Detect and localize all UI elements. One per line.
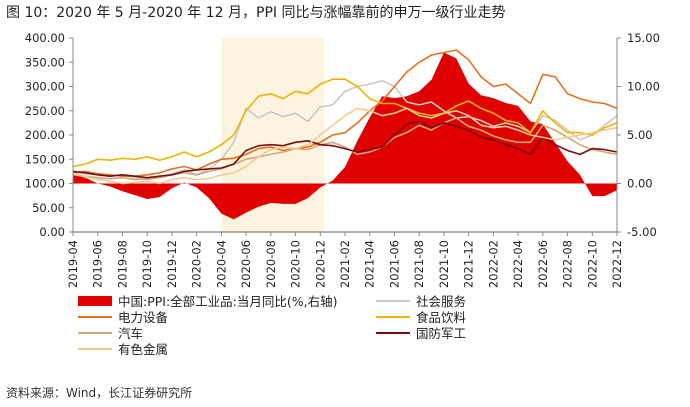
x-tick-label: 2022-10 bbox=[585, 240, 599, 288]
series-line-有色金属 bbox=[72, 107, 618, 185]
legend-swatch bbox=[78, 296, 112, 306]
x-tick-label: 2021-12 bbox=[462, 240, 476, 288]
x-tick-label: 2022-04 bbox=[511, 240, 525, 288]
series-line-国防军工 bbox=[72, 120, 618, 179]
x-tick-label: 2020-06 bbox=[239, 240, 253, 288]
chart: 0.00 50.00 100.00 150.00 200.00 250.00 300.00 3… bbox=[25, 31, 660, 357]
legend-label: 汽车 bbox=[118, 326, 143, 341]
legend-label: 中国:PPI:全部工业品:当月同比(%,右轴) bbox=[118, 294, 338, 309]
y-right-tick-label: -5.00 bbox=[627, 225, 657, 239]
y-right-tick-label: 5.00 bbox=[627, 128, 653, 142]
x-tick-label: 2019-06 bbox=[91, 240, 105, 288]
series-line-汽车 bbox=[72, 117, 618, 181]
legend-label: 食品饮料 bbox=[416, 310, 467, 325]
x-tick-label: 2021-04 bbox=[363, 240, 377, 288]
y-left-tick-label: 50.00 bbox=[32, 201, 65, 215]
y-left-tick-label: 400.00 bbox=[25, 31, 65, 45]
y-right-tick-label: 0.00 bbox=[627, 177, 653, 191]
x-tick-label: 2020-12 bbox=[313, 240, 327, 288]
x-tick-label: 2022-12 bbox=[610, 240, 624, 288]
y-right-tick-label: 10.00 bbox=[627, 80, 660, 94]
legend-label: 电力设备 bbox=[118, 310, 169, 325]
y-left-tick-label: 350.00 bbox=[25, 55, 65, 69]
x-tick-label: 2020-10 bbox=[289, 240, 303, 288]
x-tick-label: 2022-06 bbox=[536, 240, 550, 288]
x-tick-label: 2022-02 bbox=[486, 240, 500, 288]
y-left-tick-label: 300.00 bbox=[25, 80, 65, 94]
x-tick-label: 2020-08 bbox=[264, 240, 278, 288]
legend-label: 国防军工 bbox=[416, 326, 466, 341]
x-tick-label: 2019-10 bbox=[140, 240, 154, 288]
series-lines-layer bbox=[72, 49, 618, 185]
y-left-tick-label: 0.00 bbox=[39, 225, 65, 239]
y-right-tick-label: 15.00 bbox=[627, 31, 660, 45]
y-left-tick-label: 100.00 bbox=[25, 177, 65, 191]
ppi-area-layer bbox=[73, 52, 617, 220]
x-tick-label: 2020-04 bbox=[214, 240, 228, 288]
x-tick-label: 2022-08 bbox=[561, 240, 575, 288]
ppi-area bbox=[73, 52, 617, 220]
x-tick-label: 2019-04 bbox=[66, 240, 80, 288]
y-left-tick-label: 250.00 bbox=[25, 104, 65, 118]
x-tick-label: 2019-08 bbox=[115, 240, 129, 288]
series-line-食品饮料 bbox=[72, 78, 618, 168]
x-tick-label: 2021-02 bbox=[338, 240, 352, 288]
x-tick-label: 2021-08 bbox=[412, 240, 426, 288]
legend-label: 社会服务 bbox=[416, 294, 466, 309]
y-left-tick-label: 200.00 bbox=[25, 128, 65, 142]
y-left-tick-label: 150.00 bbox=[25, 152, 65, 166]
x-tick-label: 2020-02 bbox=[190, 240, 204, 288]
source-note: 资料来源：Wind，长江证券研究所 bbox=[6, 386, 193, 400]
axes-layer: 0.00 50.00 100.00 150.00 200.00 250.00 300.00 3… bbox=[25, 31, 660, 288]
figure-title: 图 10：2020 年 5 月-2020 年 12 月，PPI 同比与涨幅靠前的… bbox=[6, 5, 506, 21]
x-tick-label: 2019-12 bbox=[165, 240, 179, 288]
x-tick-label: 2021-06 bbox=[387, 240, 401, 288]
series-line-电力设备 bbox=[72, 49, 618, 177]
x-tick-label: 2021-10 bbox=[437, 240, 451, 288]
legend-label: 有色金属 bbox=[118, 342, 168, 357]
